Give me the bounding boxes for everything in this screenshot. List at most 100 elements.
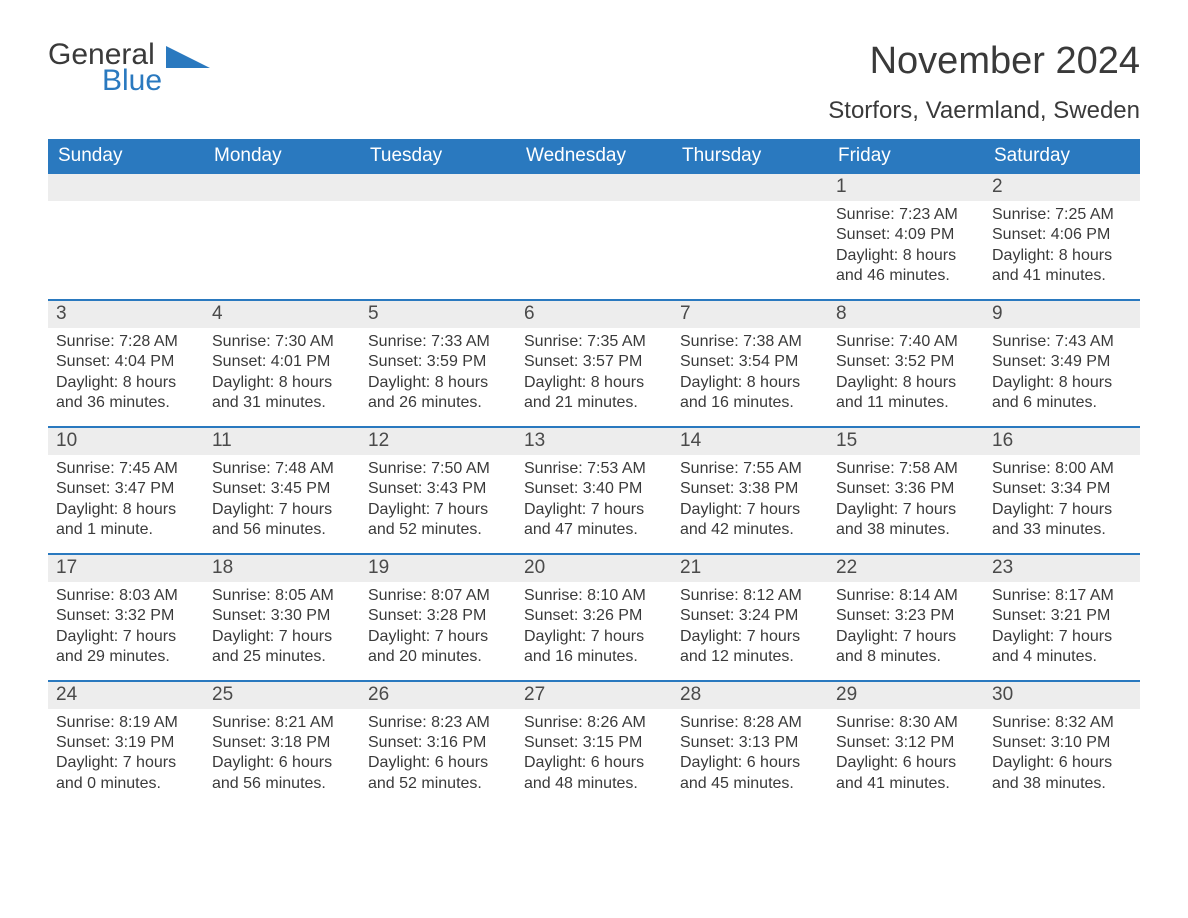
sunset-text: Sunset: 3:30 PM — [212, 606, 352, 626]
day-details: Sunrise: 8:28 AMSunset: 3:13 PMDaylight:… — [672, 709, 828, 795]
daylight-line1: Daylight: 6 hours — [368, 753, 508, 773]
calendar-day-cell: 5Sunrise: 7:33 AMSunset: 3:59 PMDaylight… — [360, 301, 516, 426]
sunset-text: Sunset: 3:12 PM — [836, 733, 976, 753]
daylight-line2: and 36 minutes. — [56, 393, 196, 413]
daylight-line2: and 20 minutes. — [368, 647, 508, 667]
sunrise-text: Sunrise: 7:28 AM — [56, 332, 196, 352]
sunset-text: Sunset: 3:16 PM — [368, 733, 508, 753]
dayname-sunday: Sunday — [48, 139, 204, 174]
sunrise-text: Sunrise: 8:05 AM — [212, 586, 352, 606]
calendar-day-cell: 25Sunrise: 8:21 AMSunset: 3:18 PMDayligh… — [204, 682, 360, 807]
sunset-text: Sunset: 3:10 PM — [992, 733, 1132, 753]
daylight-line1: Daylight: 7 hours — [680, 500, 820, 520]
calendar-day-cell: 9Sunrise: 7:43 AMSunset: 3:49 PMDaylight… — [984, 301, 1140, 426]
daylight-line1: Daylight: 7 hours — [368, 627, 508, 647]
day-details: Sunrise: 7:35 AMSunset: 3:57 PMDaylight:… — [516, 328, 672, 414]
sunset-text: Sunset: 3:47 PM — [56, 479, 196, 499]
day-details: Sunrise: 7:43 AMSunset: 3:49 PMDaylight:… — [984, 328, 1140, 414]
calendar-day-cell: 6Sunrise: 7:35 AMSunset: 3:57 PMDaylight… — [516, 301, 672, 426]
daylight-line1: Daylight: 8 hours — [368, 373, 508, 393]
calendar-week: 3Sunrise: 7:28 AMSunset: 4:04 PMDaylight… — [48, 299, 1140, 426]
daylight-line2: and 56 minutes. — [212, 774, 352, 794]
day-number: 18 — [204, 555, 360, 582]
sunrise-text: Sunrise: 7:40 AM — [836, 332, 976, 352]
calendar-week: 1Sunrise: 7:23 AMSunset: 4:09 PMDaylight… — [48, 174, 1140, 299]
empty-day-bar — [204, 174, 360, 201]
sunset-text: Sunset: 3:40 PM — [524, 479, 664, 499]
daylight-line2: and 42 minutes. — [680, 520, 820, 540]
sunset-text: Sunset: 3:36 PM — [836, 479, 976, 499]
sunset-text: Sunset: 3:24 PM — [680, 606, 820, 626]
calendar-day-cell — [204, 174, 360, 299]
sunrise-text: Sunrise: 7:38 AM — [680, 332, 820, 352]
day-details: Sunrise: 7:55 AMSunset: 3:38 PMDaylight:… — [672, 455, 828, 541]
daylight-line1: Daylight: 8 hours — [836, 373, 976, 393]
daylight-line2: and 11 minutes. — [836, 393, 976, 413]
sunrise-text: Sunrise: 7:58 AM — [836, 459, 976, 479]
sunrise-text: Sunrise: 7:43 AM — [992, 332, 1132, 352]
daylight-line2: and 25 minutes. — [212, 647, 352, 667]
calendar-day-cell: 20Sunrise: 8:10 AMSunset: 3:26 PMDayligh… — [516, 555, 672, 680]
daylight-line2: and 48 minutes. — [524, 774, 664, 794]
daylight-line2: and 41 minutes. — [992, 266, 1132, 286]
daylight-line1: Daylight: 8 hours — [992, 246, 1132, 266]
day-number: 29 — [828, 682, 984, 709]
calendar-day-cell: 14Sunrise: 7:55 AMSunset: 3:38 PMDayligh… — [672, 428, 828, 553]
day-details: Sunrise: 7:48 AMSunset: 3:45 PMDaylight:… — [204, 455, 360, 541]
daylight-line2: and 46 minutes. — [836, 266, 976, 286]
calendar-day-cell: 4Sunrise: 7:30 AMSunset: 4:01 PMDaylight… — [204, 301, 360, 426]
day-number: 6 — [516, 301, 672, 328]
day-number: 17 — [48, 555, 204, 582]
sunrise-text: Sunrise: 8:19 AM — [56, 713, 196, 733]
empty-day-bar — [48, 174, 204, 201]
dayname-friday: Friday — [828, 139, 984, 174]
sunset-text: Sunset: 3:34 PM — [992, 479, 1132, 499]
sunrise-text: Sunrise: 8:28 AM — [680, 713, 820, 733]
day-details: Sunrise: 7:40 AMSunset: 3:52 PMDaylight:… — [828, 328, 984, 414]
sunrise-text: Sunrise: 7:23 AM — [836, 205, 976, 225]
sunrise-text: Sunrise: 8:17 AM — [992, 586, 1132, 606]
daylight-line2: and 26 minutes. — [368, 393, 508, 413]
sunrise-text: Sunrise: 8:12 AM — [680, 586, 820, 606]
sunset-text: Sunset: 4:04 PM — [56, 352, 196, 372]
day-number: 9 — [984, 301, 1140, 328]
dayname-thursday: Thursday — [672, 139, 828, 174]
day-number: 25 — [204, 682, 360, 709]
daylight-line1: Daylight: 7 hours — [524, 500, 664, 520]
sunset-text: Sunset: 3:59 PM — [368, 352, 508, 372]
sunrise-text: Sunrise: 8:21 AM — [212, 713, 352, 733]
daylight-line1: Daylight: 8 hours — [212, 373, 352, 393]
sunrise-text: Sunrise: 8:10 AM — [524, 586, 664, 606]
day-details: Sunrise: 7:38 AMSunset: 3:54 PMDaylight:… — [672, 328, 828, 414]
daylight-line2: and 38 minutes. — [992, 774, 1132, 794]
daylight-line1: Daylight: 7 hours — [836, 500, 976, 520]
daylight-line1: Daylight: 7 hours — [524, 627, 664, 647]
calendar-day-cell: 8Sunrise: 7:40 AMSunset: 3:52 PMDaylight… — [828, 301, 984, 426]
sunset-text: Sunset: 3:52 PM — [836, 352, 976, 372]
daylight-line1: Daylight: 8 hours — [836, 246, 976, 266]
calendar-day-cell: 10Sunrise: 7:45 AMSunset: 3:47 PMDayligh… — [48, 428, 204, 553]
sunrise-text: Sunrise: 8:14 AM — [836, 586, 976, 606]
daylight-line1: Daylight: 7 hours — [56, 753, 196, 773]
daylight-line1: Daylight: 7 hours — [368, 500, 508, 520]
day-details: Sunrise: 8:12 AMSunset: 3:24 PMDaylight:… — [672, 582, 828, 668]
sunset-text: Sunset: 3:13 PM — [680, 733, 820, 753]
sunset-text: Sunset: 3:28 PM — [368, 606, 508, 626]
daylight-line1: Daylight: 8 hours — [56, 373, 196, 393]
calendar-day-cell: 13Sunrise: 7:53 AMSunset: 3:40 PMDayligh… — [516, 428, 672, 553]
sunset-text: Sunset: 3:23 PM — [836, 606, 976, 626]
sunrise-text: Sunrise: 7:45 AM — [56, 459, 196, 479]
calendar-week: 24Sunrise: 8:19 AMSunset: 3:19 PMDayligh… — [48, 680, 1140, 807]
daylight-line1: Daylight: 6 hours — [212, 753, 352, 773]
daylight-line1: Daylight: 7 hours — [836, 627, 976, 647]
sunset-text: Sunset: 3:49 PM — [992, 352, 1132, 372]
calendar-day-cell — [516, 174, 672, 299]
daylight-line2: and 31 minutes. — [212, 393, 352, 413]
day-number: 16 — [984, 428, 1140, 455]
calendar-day-cell: 26Sunrise: 8:23 AMSunset: 3:16 PMDayligh… — [360, 682, 516, 807]
sunset-text: Sunset: 3:38 PM — [680, 479, 820, 499]
daylight-line2: and 33 minutes. — [992, 520, 1132, 540]
daylight-line2: and 16 minutes. — [524, 647, 664, 667]
daylight-line1: Daylight: 6 hours — [680, 753, 820, 773]
daylight-line1: Daylight: 6 hours — [992, 753, 1132, 773]
